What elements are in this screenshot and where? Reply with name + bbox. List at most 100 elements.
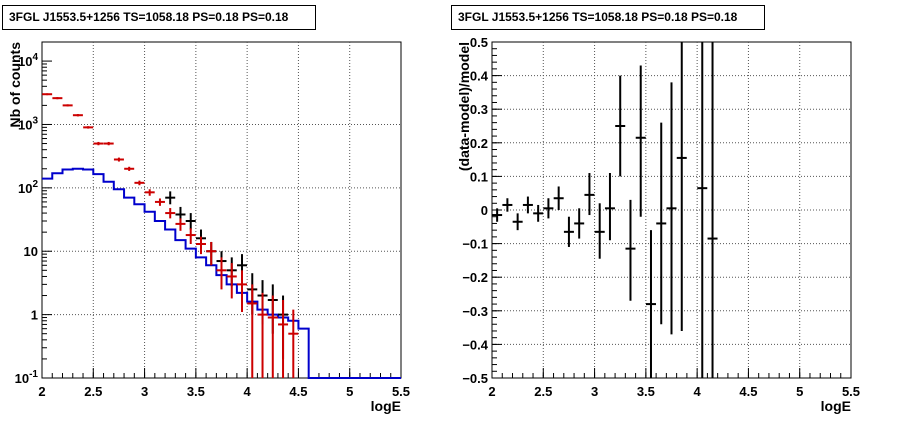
data-point — [216, 257, 227, 290]
data-point — [594, 203, 605, 259]
data-point — [278, 300, 289, 378]
y-tick-label: −0.2 — [462, 270, 488, 285]
data-point — [195, 236, 206, 255]
x-tick-label: 3.5 — [637, 384, 655, 399]
data-point — [533, 204, 544, 222]
y-tick-label: −0.4 — [462, 337, 488, 352]
data-point — [615, 75, 626, 177]
y-tick-label: 0.4 — [470, 69, 489, 84]
data-point — [676, 42, 687, 331]
data-point — [165, 191, 176, 205]
y-tick-label: 0.3 — [470, 102, 488, 117]
x-tick-label: 5.5 — [842, 384, 860, 399]
data-point — [543, 198, 554, 219]
y-tick-label: 0 — [481, 203, 488, 218]
data-point — [288, 309, 299, 378]
data-point — [72, 114, 83, 117]
x-tick-label: 5.5 — [392, 384, 410, 399]
y-tick-label: 1 — [31, 308, 38, 323]
x-tick-label: 4 — [694, 384, 702, 399]
residual-marks — [492, 42, 718, 378]
y-tick-label: −0.3 — [462, 304, 488, 319]
data-point — [52, 97, 63, 100]
counts-y-axis-title: Nb of counts — [7, 42, 23, 128]
data-point — [707, 42, 718, 378]
x-tick-label: 2 — [488, 384, 495, 399]
x-tick-label: 4 — [244, 384, 252, 399]
data-point — [226, 263, 237, 299]
data-point — [522, 196, 533, 214]
data-point — [584, 173, 595, 216]
x-tick-label: 2.5 — [84, 384, 102, 399]
data-point — [656, 122, 667, 325]
y-tick-label: 103 — [18, 115, 38, 132]
data-point — [62, 104, 73, 107]
x-tick-label: 5 — [796, 384, 803, 399]
residual-grid — [492, 42, 851, 378]
residual-plot: 2 2.5 3 3.5 4 4.5 5 5.5 −0.5 −0.4 −0.3 −0.2 −0.1 0 0.… — [456, 35, 860, 414]
data-point — [185, 228, 196, 245]
y-tick-label: 0.1 — [470, 169, 488, 184]
data-point — [635, 65, 646, 217]
x-tick-label: 5 — [346, 384, 353, 399]
y-tick-label: −0.1 — [462, 237, 488, 252]
x-tick-label: 3 — [141, 384, 148, 399]
y-tick-label: 104 — [18, 52, 38, 69]
data-point — [502, 198, 513, 212]
data-point — [666, 82, 677, 335]
data-point — [574, 208, 585, 239]
y-tick-label: 10 — [24, 244, 38, 259]
data-point — [83, 126, 94, 129]
counts-grid — [42, 42, 401, 378]
data-point — [697, 42, 708, 378]
residual-y-axis: −0.5 −0.4 −0.3 −0.2 −0.1 0 0.1 0.2 0.3 0.4 0.5 — [462, 35, 502, 386]
data-point — [175, 218, 186, 231]
x-tick-label: 3 — [591, 384, 598, 399]
data-point — [154, 198, 165, 206]
y-tick-label: 102 — [18, 179, 38, 196]
residual-x-axis: 2 2.5 3 3.5 4 4.5 5 5.5 — [488, 368, 860, 399]
chart-title-left: 3FGL J1553.5+1256 TS=1058.18 PS=0.18 PS=… — [2, 5, 316, 30]
counts-plot-frame — [41, 41, 402, 379]
data-point — [134, 180, 145, 186]
data-point — [645, 230, 656, 378]
data-point — [42, 93, 53, 96]
chart-title-right: 3FGL J1553.5+1256 TS=1058.18 PS=0.18 PS=… — [451, 5, 765, 30]
y-tick-label: −0.5 — [462, 371, 488, 386]
data-point — [247, 284, 258, 378]
data-point — [103, 141, 114, 146]
residual-y-axis-title: (data-model)/model — [456, 42, 472, 171]
model-step-line — [42, 167, 401, 379]
x-tick-label: 2.5 — [534, 384, 552, 399]
y-tick-label: 10-1 — [15, 369, 39, 386]
data-point — [206, 241, 217, 266]
data-point — [492, 208, 503, 222]
y-tick-label: 0.5 — [470, 35, 488, 50]
data-point — [113, 157, 124, 162]
data-point — [237, 270, 248, 312]
data-point — [625, 199, 636, 301]
data-point — [124, 166, 135, 171]
counts-y-axis: 10-1 1 10 102 103 104 — [15, 41, 52, 386]
x-tick-label: 4.5 — [289, 384, 307, 399]
y-tick-label: 0.2 — [470, 136, 488, 151]
data-point — [267, 295, 278, 378]
data-point — [93, 141, 104, 146]
data-point — [604, 173, 615, 241]
data-point — [144, 189, 155, 196]
x-tick-label: 4.5 — [739, 384, 757, 399]
data-point — [553, 186, 564, 210]
counts-plot: 2 2.5 3 3.5 4 4.5 5 5.5 10-1 1 10 102 103 104 logE N… — [7, 41, 410, 414]
x-tick-label: 3.5 — [187, 384, 205, 399]
counts-x-axis: 2 2.5 3 3.5 4 4.5 5 5.5 — [38, 368, 410, 399]
counts-x-axis-title: logE — [371, 398, 401, 414]
data-point — [165, 208, 176, 219]
counts-marks — [42, 93, 401, 379]
data-point — [257, 292, 268, 378]
data-point — [563, 216, 574, 247]
residual-x-axis-title: logE — [821, 398, 851, 414]
data-point — [185, 213, 196, 230]
data-point — [512, 213, 523, 231]
x-tick-label: 2 — [38, 384, 45, 399]
